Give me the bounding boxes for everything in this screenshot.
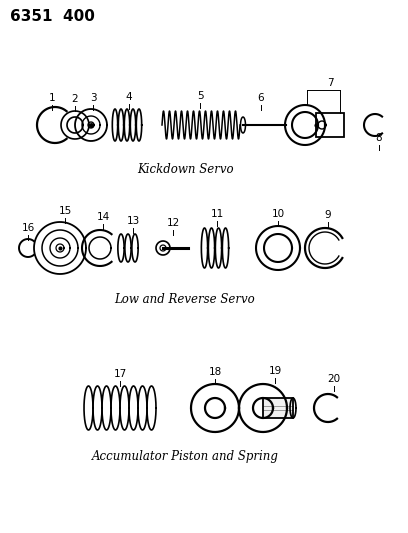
Text: Low and Reverse Servo: Low and Reverse Servo <box>115 293 255 306</box>
Bar <box>263 398 293 418</box>
Text: 11: 11 <box>211 209 224 219</box>
Text: 7: 7 <box>327 78 333 88</box>
Text: 20: 20 <box>328 374 341 384</box>
Text: 14: 14 <box>96 212 110 222</box>
Text: 5: 5 <box>197 91 203 101</box>
Text: 6: 6 <box>258 93 264 103</box>
Text: 4: 4 <box>126 92 132 102</box>
Text: 3: 3 <box>90 93 96 103</box>
Text: 13: 13 <box>126 216 140 226</box>
Text: Accumulator Piston and Spring: Accumulator Piston and Spring <box>91 450 278 463</box>
Text: 2: 2 <box>72 94 78 104</box>
Text: 17: 17 <box>113 369 126 379</box>
Text: 6351  400: 6351 400 <box>10 9 95 24</box>
Text: 1: 1 <box>49 93 55 103</box>
Text: 16: 16 <box>21 223 35 233</box>
Text: 18: 18 <box>208 367 222 377</box>
Text: Kickdown Servo: Kickdown Servo <box>137 163 233 176</box>
Text: 9: 9 <box>325 210 331 220</box>
Text: 10: 10 <box>271 209 284 219</box>
Text: 8: 8 <box>376 133 382 143</box>
Bar <box>316 113 344 137</box>
Text: 15: 15 <box>58 206 72 216</box>
Text: 12: 12 <box>166 218 180 228</box>
Text: 19: 19 <box>268 366 282 376</box>
